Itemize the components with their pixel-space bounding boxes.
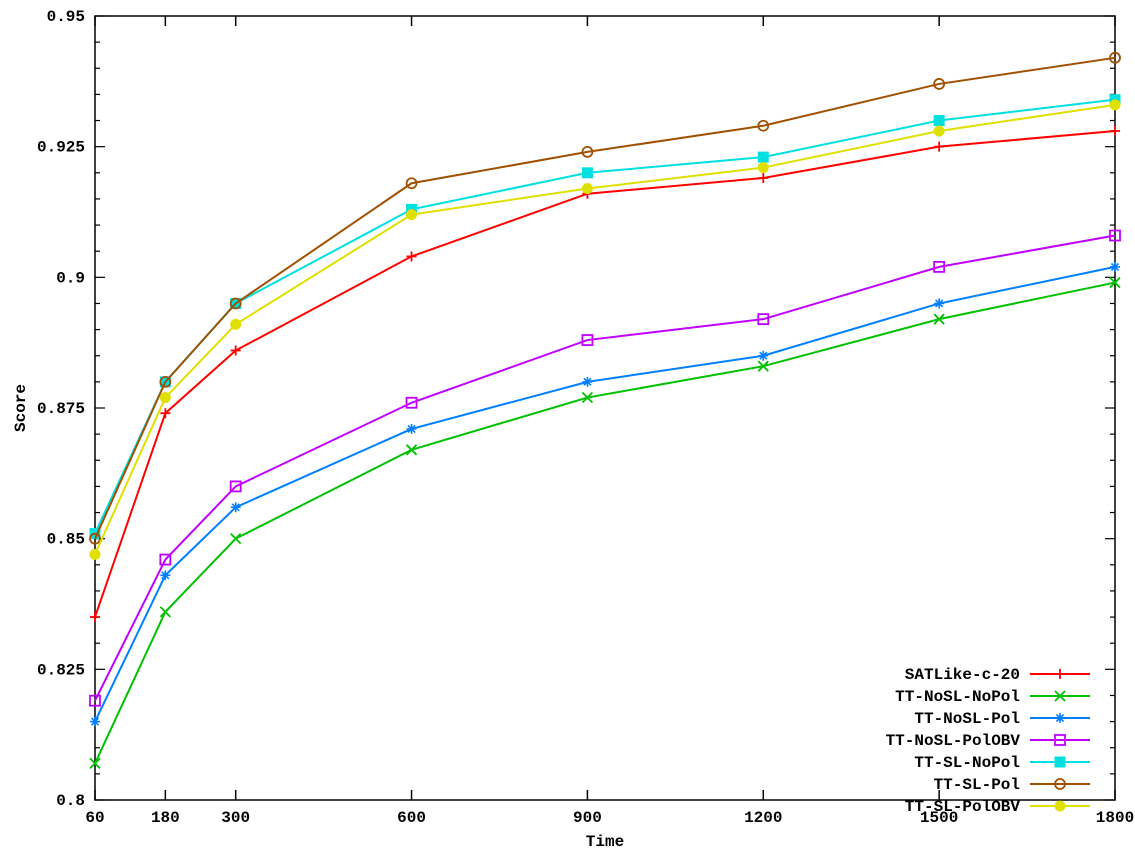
x-tick-label: 600 (397, 809, 426, 827)
x-tick-label: 1800 (1096, 809, 1134, 827)
y-tick-label: 0.9 (56, 269, 85, 287)
x-axis-label: Time (586, 833, 624, 851)
legend-label: SATLike-c-20 (905, 666, 1020, 684)
legend-label: TT-SL-NoPol (914, 754, 1020, 772)
legend-label: TT-SL-PolOBV (905, 798, 1021, 816)
chart-container: 601803006009001200150018000.80.8250.850.… (0, 0, 1135, 860)
y-tick-label: 0.8 (56, 792, 85, 810)
legend-label: TT-SL-Pol (934, 776, 1020, 794)
y-tick-label: 0.875 (37, 400, 85, 418)
x-tick-label: 300 (221, 809, 250, 827)
y-tick-label: 0.925 (37, 139, 85, 157)
y-tick-label: 0.95 (47, 8, 85, 26)
y-tick-label: 0.85 (47, 531, 85, 549)
x-tick-label: 180 (151, 809, 180, 827)
legend-label: TT-NoSL-PolOBV (886, 732, 1021, 750)
legend-label: TT-NoSL-Pol (914, 710, 1020, 728)
x-tick-label: 60 (85, 809, 104, 827)
x-tick-label: 900 (573, 809, 602, 827)
y-axis-label: Score (12, 384, 30, 432)
y-tick-label: 0.825 (37, 661, 85, 679)
legend-label: TT-NoSL-NoPol (895, 688, 1020, 706)
x-tick-label: 1200 (744, 809, 782, 827)
line-chart: 601803006009001200150018000.80.8250.850.… (0, 0, 1135, 860)
